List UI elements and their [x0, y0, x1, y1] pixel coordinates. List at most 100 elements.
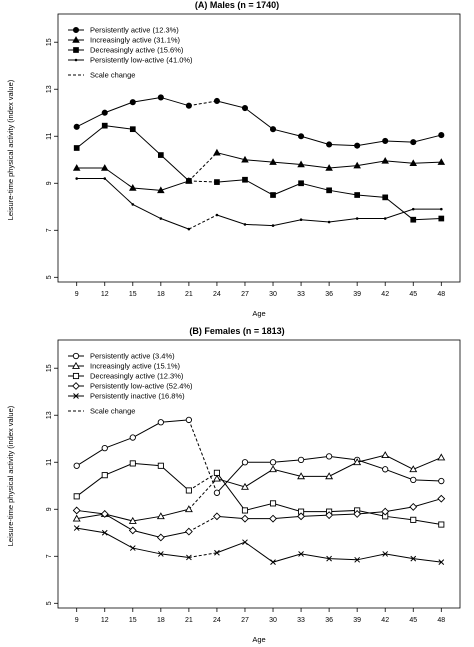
- data-point: [101, 529, 108, 536]
- marker-shape: [381, 507, 390, 516]
- axes-a: 9 12 15 18 21 24 27 30 33 36 39 42 45 48 5 7 9 11 13 15: [46, 38, 445, 298]
- marker-shape: [157, 94, 164, 101]
- marker-shape: [410, 555, 417, 562]
- marker-shape: [269, 126, 277, 133]
- marker-shape: [354, 192, 361, 198]
- data-point: [354, 556, 361, 563]
- data-point: [270, 192, 276, 198]
- scale-change-line: [188, 152, 218, 182]
- marker-shape: [129, 99, 136, 106]
- data-point: [156, 533, 165, 542]
- marker-shape: [157, 462, 164, 469]
- marker-shape: [354, 556, 361, 563]
- legend-label: Increasingly active (15.1%): [90, 362, 181, 371]
- data-point: [355, 217, 359, 220]
- marker-shape: [129, 434, 136, 441]
- marker-shape: [101, 122, 108, 129]
- marker-shape: [159, 217, 163, 220]
- legend-marker: [72, 361, 80, 369]
- marker-shape: [213, 469, 220, 476]
- x-tick-label: 33: [297, 617, 305, 624]
- marker-shape: [73, 47, 79, 53]
- data-point: [269, 514, 277, 523]
- data-point: [440, 207, 443, 211]
- marker-shape: [101, 472, 108, 479]
- data-point: [410, 139, 417, 146]
- marker-shape: [382, 194, 389, 201]
- data-point: [186, 554, 192, 561]
- data-point: [128, 526, 137, 535]
- marker-shape: [157, 152, 164, 158]
- legend-label: Persistently low-active (41.0%): [90, 56, 193, 65]
- marker-shape: [325, 164, 333, 171]
- data-point: [410, 216, 417, 223]
- series-layer-b: [72, 416, 446, 566]
- marker-shape: [270, 559, 276, 566]
- data-point: [72, 514, 81, 522]
- x-tick-label: 33: [297, 291, 305, 298]
- marker-shape: [156, 512, 165, 520]
- data-point: [212, 512, 221, 521]
- series-1: [73, 94, 445, 149]
- marker-shape: [326, 141, 333, 148]
- axes-b: 9 12 15 18 21 24 27 30 33 36 39 42 45 48 5 7 9 11 13 15: [46, 364, 445, 624]
- data-point: [73, 123, 80, 130]
- marker-shape: [157, 186, 165, 194]
- x-axis-label-b: Age: [252, 635, 265, 644]
- marker-shape: [326, 187, 332, 194]
- scale-change-line: [188, 478, 218, 510]
- data-point: [297, 472, 306, 480]
- data-point: [186, 178, 192, 184]
- data-point: [269, 500, 277, 507]
- data-point: [382, 466, 389, 473]
- x-tick-label: 27: [241, 617, 249, 624]
- legend-item: Persistently active (3.4%): [68, 352, 175, 361]
- data-point: [383, 217, 387, 220]
- y-axis-label-a: Leisure-time physical activity (index va…: [6, 79, 15, 220]
- data-point: [157, 462, 164, 469]
- data-point: [270, 559, 276, 566]
- data-point: [72, 506, 81, 515]
- data-point: [353, 161, 361, 169]
- legend-label: Persistently low-active (52.4%): [90, 382, 193, 391]
- data-point: [298, 551, 304, 557]
- plot-area-a: [57, 13, 461, 283]
- marker-shape: [438, 132, 445, 139]
- x-tick-label: 24: [213, 617, 221, 624]
- marker-shape: [73, 525, 80, 531]
- data-point: [409, 159, 418, 167]
- data-point: [326, 141, 333, 148]
- data-point: [327, 220, 331, 224]
- y-tick-label: 13: [46, 411, 53, 419]
- x-tick-label: 18: [157, 291, 165, 298]
- data-point: [410, 476, 417, 484]
- data-point: [157, 419, 164, 426]
- series-5: [73, 525, 445, 566]
- marker-shape: [409, 159, 418, 167]
- marker-shape: [409, 465, 418, 473]
- data-point: [184, 505, 193, 513]
- series-line-segment: [76, 125, 190, 182]
- y-tick-label: 9: [46, 181, 53, 185]
- marker-shape: [129, 460, 136, 467]
- data-point: [101, 122, 108, 129]
- marker-shape: [72, 506, 81, 515]
- legend-marker: [72, 352, 80, 360]
- marker-shape: [354, 142, 361, 149]
- data-point: [411, 207, 415, 211]
- data-point: [242, 176, 248, 183]
- data-point: [297, 456, 305, 464]
- x-tick-label: 27: [241, 291, 249, 298]
- marker-shape: [269, 158, 277, 165]
- series-layer-a: [72, 94, 446, 231]
- legend-marker: [72, 382, 80, 390]
- marker-shape: [157, 551, 164, 557]
- data-point: [187, 227, 191, 231]
- data-point: [438, 132, 445, 139]
- marker-shape: [297, 472, 306, 480]
- marker-shape: [325, 511, 334, 520]
- data-point: [325, 511, 334, 520]
- marker-shape: [271, 224, 275, 227]
- x-tick-label: 21: [185, 291, 193, 298]
- data-point: [72, 164, 81, 171]
